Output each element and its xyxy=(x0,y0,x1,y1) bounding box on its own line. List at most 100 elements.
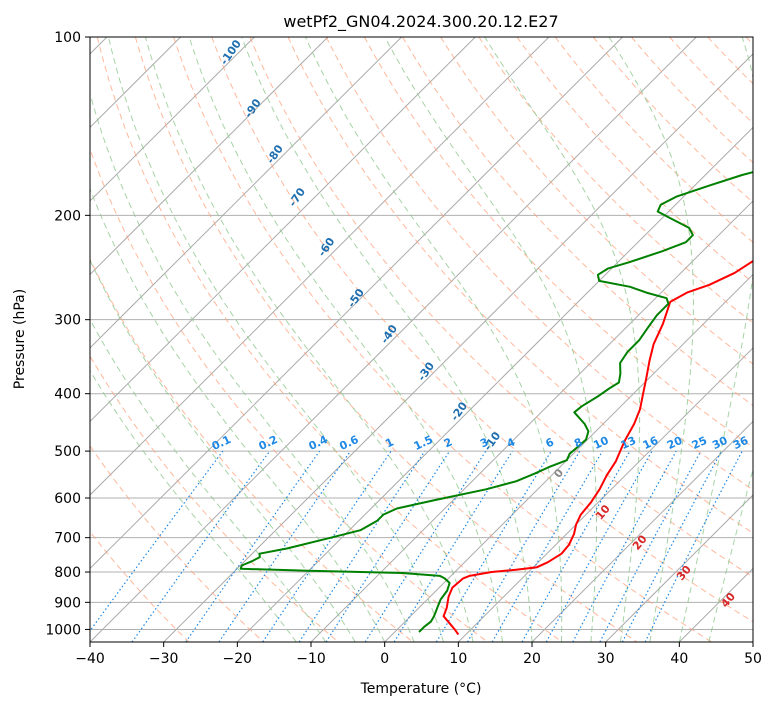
isotherm-line xyxy=(90,37,255,202)
moist-adiabat-label: 20 xyxy=(630,532,650,552)
mixing-ratio-line xyxy=(131,450,271,642)
dry-adiabat-line xyxy=(592,37,753,204)
mixing-ratio-label: 1.5 xyxy=(412,433,435,453)
moist-adiabat-line xyxy=(708,467,753,642)
mixing-ratio-line xyxy=(466,450,581,642)
isotherm-line xyxy=(605,494,753,642)
moist-adiabat-line xyxy=(90,259,356,642)
isotherm-line xyxy=(90,37,550,496)
x-tick-label: −10 xyxy=(296,651,326,667)
mixing-ratio-line xyxy=(218,450,351,642)
dry-adiabat-line xyxy=(90,258,414,642)
dry-adiabat-line xyxy=(402,37,753,407)
mixing-ratio-label: 20 xyxy=(665,434,685,452)
mixing-ratio-label: 0.6 xyxy=(337,433,360,453)
dry-adiabat-line xyxy=(211,37,753,623)
mixing-ratio-line xyxy=(325,450,451,642)
mixing-ratio-line xyxy=(644,450,743,642)
dry-adiabat-line xyxy=(90,147,488,642)
y-tick-label: 400 xyxy=(54,387,81,403)
moist-adiabat-line xyxy=(90,318,327,642)
dry-adiabat-label: -90 xyxy=(242,96,264,120)
isotherm-line xyxy=(236,126,753,642)
x-tick-label: 0 xyxy=(380,651,389,667)
dewpoint-profile-line xyxy=(239,171,753,633)
isotherm-line xyxy=(90,37,476,423)
dry-adiabat-line xyxy=(90,355,339,642)
mixing-ratio-label: 6 xyxy=(544,435,557,450)
mixing-ratio-line xyxy=(572,450,677,642)
dry-adiabat-line xyxy=(96,37,563,642)
dry-adiabat-line xyxy=(745,37,753,46)
moist-adiabat-line xyxy=(608,37,695,642)
y-tick-label: 300 xyxy=(54,313,81,329)
dry-adiabat-line xyxy=(478,37,753,324)
moist-adiabat-line xyxy=(384,37,597,642)
x-tick-label: −40 xyxy=(75,651,105,667)
isotherm-line xyxy=(531,420,753,642)
isotherm-line xyxy=(163,53,753,642)
mixing-ratio-label: 13 xyxy=(619,434,638,452)
y-tick-label: 100 xyxy=(54,30,81,46)
axis-layer: −40 −30 −20 −10 0 10 20 30 40 5010020030040050060… xyxy=(45,30,762,667)
x-tick-label: 50 xyxy=(744,651,762,667)
dry-adiabat-label: -30 xyxy=(415,359,437,383)
isotherm-line xyxy=(90,37,402,349)
mixing-ratio-line xyxy=(599,450,702,642)
y-tick-label: 500 xyxy=(54,444,81,460)
dry-adiabat-label: -60 xyxy=(315,235,337,259)
moist-adiabat-line xyxy=(90,187,386,642)
dry-adiabat-line xyxy=(325,37,753,491)
dry-adiabat-label: -80 xyxy=(264,142,286,166)
x-tick-label: 10 xyxy=(449,651,467,667)
mixing-ratio-line xyxy=(298,450,426,642)
moist-adiabat-line xyxy=(484,37,641,642)
dry-adiabat-line xyxy=(90,530,190,642)
grid-layer xyxy=(90,37,753,642)
mixing-ratio-line xyxy=(262,450,392,642)
y-axis-label: Pressure (hPa) xyxy=(12,289,28,389)
isotherm-line xyxy=(384,273,753,642)
y-tick-label: 600 xyxy=(54,491,81,507)
profile-layer xyxy=(239,171,753,636)
moist-adiabat-line xyxy=(90,369,297,642)
mixing-ratio-label: 16 xyxy=(641,434,661,452)
y-tick-label: 200 xyxy=(54,208,81,224)
dry-adiabat-label: -100 xyxy=(218,37,245,67)
mixing-ratio-label: 1 xyxy=(383,435,395,450)
mixing-ratio-line xyxy=(545,450,653,642)
dry-adiabat-line xyxy=(440,37,753,365)
y-tick-label: 900 xyxy=(54,595,81,611)
isotherm-line xyxy=(90,37,329,276)
dry-adiabat-line xyxy=(173,37,712,642)
dry-adiabat-line xyxy=(287,37,753,534)
isotherm-line xyxy=(90,37,623,570)
isotherm-line xyxy=(752,641,753,642)
y-tick-label: 800 xyxy=(54,565,81,581)
mixing-ratio-label: 0.4 xyxy=(307,433,330,453)
guide-line-layer xyxy=(90,37,753,642)
y-tick-label: 700 xyxy=(54,531,81,547)
moist-adiabat-line xyxy=(678,37,753,642)
mixing-ratio-line xyxy=(185,450,321,642)
moist-adiabat-line xyxy=(305,37,563,642)
moist-adiabat-label: 30 xyxy=(674,563,694,583)
dry-adiabat-label: -50 xyxy=(345,286,367,310)
x-tick-label: 20 xyxy=(523,651,541,667)
x-tick-label: 30 xyxy=(597,651,615,667)
dry-adiabat-line xyxy=(363,37,753,448)
plot-frame xyxy=(89,36,754,643)
chart-title: wetPf2_GN04.2024.300.20.12.E27 xyxy=(283,12,558,32)
x-tick-label: −30 xyxy=(149,651,179,667)
dry-adiabat-line xyxy=(669,37,753,124)
mixing-ratio-line xyxy=(364,450,487,642)
moist-adiabat-line xyxy=(188,37,503,642)
dry-adiabat-line xyxy=(707,37,753,85)
dry-adiabat-line xyxy=(249,37,753,578)
moist-adiabat-line xyxy=(90,92,415,642)
dry-adiabat-label: -70 xyxy=(286,185,308,209)
dry-adiabat-line xyxy=(134,37,638,642)
dry-adiabat-label: -40 xyxy=(378,322,400,346)
